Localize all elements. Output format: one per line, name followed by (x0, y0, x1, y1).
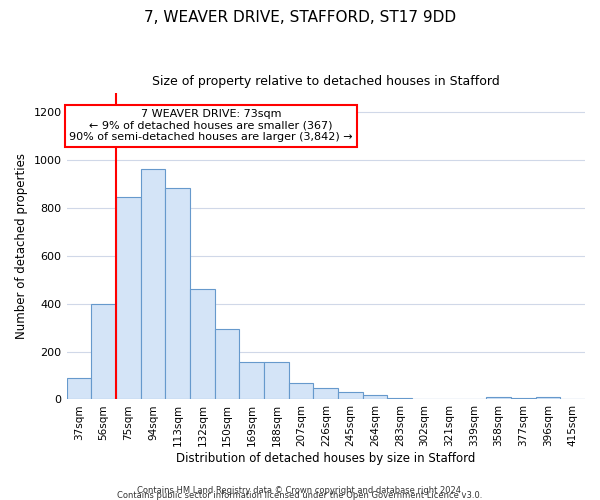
Bar (239, 362, 264, 400)
Bar (140, 168, 165, 400)
Bar (486, 397, 511, 400)
Bar (363, 395, 388, 400)
Bar (511, 398, 536, 400)
Bar (338, 392, 363, 400)
Bar (264, 362, 289, 400)
Bar (165, 188, 190, 400)
Text: Contains public sector information licensed under the Open Government Licence v3: Contains public sector information licen… (118, 491, 482, 500)
Bar (91, 304, 116, 400)
X-axis label: Distribution of detached houses by size in Stafford: Distribution of detached houses by size … (176, 452, 475, 465)
Bar (437, 398, 461, 400)
Bar (289, 382, 313, 400)
Bar (67, 378, 91, 400)
Bar (215, 329, 239, 400)
Bar (190, 290, 215, 400)
Bar (116, 196, 140, 400)
Bar (388, 398, 412, 400)
Title: Size of property relative to detached houses in Stafford: Size of property relative to detached ho… (152, 75, 500, 88)
Bar (313, 388, 338, 400)
Y-axis label: Number of detached properties: Number of detached properties (15, 154, 28, 340)
Bar (536, 397, 560, 400)
Text: Contains HM Land Registry data © Crown copyright and database right 2024.: Contains HM Land Registry data © Crown c… (137, 486, 463, 495)
Text: 7, WEAVER DRIVE, STAFFORD, ST17 9DD: 7, WEAVER DRIVE, STAFFORD, ST17 9DD (144, 10, 456, 25)
Bar (412, 398, 437, 400)
Text: 7 WEAVER DRIVE: 73sqm
← 9% of detached houses are smaller (367)
90% of semi-deta: 7 WEAVER DRIVE: 73sqm ← 9% of detached h… (69, 109, 353, 142)
